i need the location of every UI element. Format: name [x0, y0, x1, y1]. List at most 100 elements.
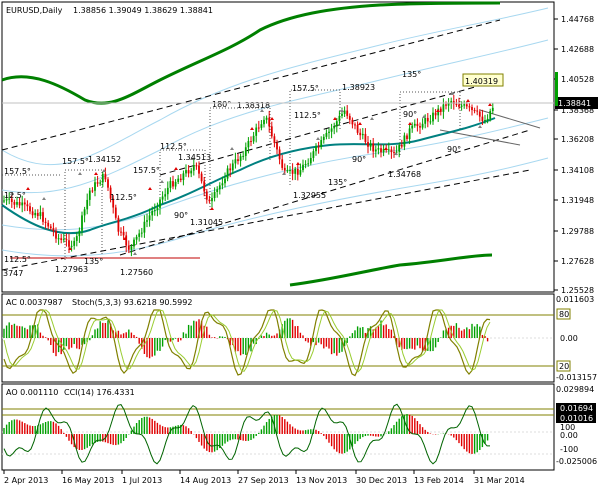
- candle-body: [127, 245, 130, 250]
- candle-body: [364, 133, 367, 143]
- ohlc-label: 1.38856 1.39049 1.38629 1.38841: [73, 6, 213, 15]
- price-label: 1.38923: [342, 83, 375, 92]
- cci-label: CCI(14) 176.4331: [64, 388, 135, 397]
- candle-body: [346, 110, 349, 116]
- candle-body: [458, 104, 460, 107]
- candle-body: [120, 231, 122, 233]
- candle-body: [138, 233, 141, 237]
- ao-highlight: 0.01016: [560, 414, 593, 423]
- candle-body: [57, 238, 60, 240]
- time-tick: 13 Feb 2014: [414, 476, 464, 485]
- candle-body: [380, 148, 382, 153]
- ao-cci-panel[interactable]: [1, 383, 555, 471]
- candle-body: [65, 239, 68, 241]
- price-label: 1.38318: [237, 101, 270, 110]
- candle-body: [377, 148, 380, 150]
- fractal-marker: [160, 180, 164, 183]
- candle-body: [81, 215, 83, 231]
- candle-body: [283, 167, 286, 171]
- angle-label: 112.5°: [110, 193, 137, 202]
- candle-body: [221, 183, 224, 186]
- candle-body: [200, 173, 203, 182]
- candle-body: [23, 202, 26, 205]
- candle-body: [224, 178, 226, 184]
- fractal-marker: [333, 117, 337, 120]
- main-panel-labels: EURUSD,Daily 1.38856 1.39049 1.38629 1.3…: [3, 6, 504, 278]
- candle-body: [44, 221, 47, 223]
- cci-line: [3, 403, 490, 465]
- angle-label: 135°: [402, 70, 421, 79]
- ac-tick: 0.00: [560, 334, 578, 343]
- candle-body: [218, 185, 221, 190]
- candle-body: [369, 143, 372, 147]
- candle-body: [52, 228, 55, 232]
- candle-body: [465, 104, 468, 107]
- candle-body: [341, 113, 343, 116]
- candle-body: [481, 116, 484, 121]
- candle-body: [351, 119, 354, 125]
- candle-body: [179, 178, 182, 181]
- candle-body: [452, 101, 455, 104]
- stoch-label: Stoch(5,3,3) 93.6218 90.5992: [72, 298, 192, 307]
- candle-body: [73, 240, 76, 246]
- candle-body: [286, 170, 289, 172]
- price-label: 1.34152: [88, 155, 121, 164]
- price-label: 1.27963: [55, 265, 88, 274]
- candle-body: [114, 207, 117, 218]
- candle-body: [94, 182, 96, 191]
- candle-body: [148, 215, 151, 221]
- candle-body: [491, 107, 494, 112]
- candle-body: [159, 199, 161, 208]
- angle-label: 135°: [328, 178, 347, 187]
- candle-body: [320, 140, 323, 148]
- fractal-marker: [78, 172, 82, 175]
- candle-body: [413, 123, 416, 126]
- candle-body: [140, 232, 143, 234]
- candle-body: [328, 131, 330, 133]
- candle-body: [195, 165, 198, 167]
- candle-body: [3, 200, 5, 202]
- candle-body: [107, 179, 109, 188]
- candle-body: [432, 112, 434, 122]
- candle-body: [489, 111, 492, 119]
- fractal-marker: [436, 109, 440, 112]
- candle-body: [31, 211, 34, 216]
- candle-body: [39, 212, 42, 217]
- candle-body: [429, 121, 432, 123]
- candle-body: [18, 202, 21, 206]
- candle-body: [130, 246, 133, 250]
- angle-label: 157.5°: [133, 166, 160, 175]
- angle-label: 90°: [352, 155, 366, 164]
- angle-label: 180°: [212, 100, 231, 109]
- candle-body: [117, 217, 120, 232]
- candle-body: [29, 206, 31, 212]
- candle-body: [234, 159, 237, 164]
- candle-body: [484, 120, 486, 122]
- candle-body: [315, 146, 317, 152]
- candle-body: [460, 105, 463, 107]
- candle-body: [468, 106, 471, 108]
- candle-body: [307, 163, 310, 165]
- ac-label: AC 0.0037987: [6, 298, 63, 307]
- candle-body: [406, 135, 408, 139]
- outer-envelope: [1, 1, 501, 287]
- candle-body: [419, 126, 421, 128]
- candle-body: [348, 115, 351, 120]
- fractal-marker: [68, 247, 72, 250]
- candle-body: [42, 212, 44, 222]
- candle-body: [367, 142, 369, 147]
- candle-body: [174, 181, 177, 187]
- price-tick: 1.27628: [561, 257, 594, 266]
- candle-body: [91, 190, 94, 192]
- fractal-marker: [394, 152, 398, 155]
- candle-body: [434, 112, 437, 116]
- angle-label: 135°: [84, 257, 103, 266]
- candle-body: [294, 168, 297, 174]
- candle-body: [317, 146, 320, 148]
- candle-body: [62, 239, 65, 241]
- candle-body: [416, 123, 419, 127]
- candle-body: [421, 123, 424, 128]
- current-price-tag: [555, 97, 598, 109]
- main-price-panel[interactable]: [1, 1, 555, 293]
- candle-body: [289, 170, 291, 172]
